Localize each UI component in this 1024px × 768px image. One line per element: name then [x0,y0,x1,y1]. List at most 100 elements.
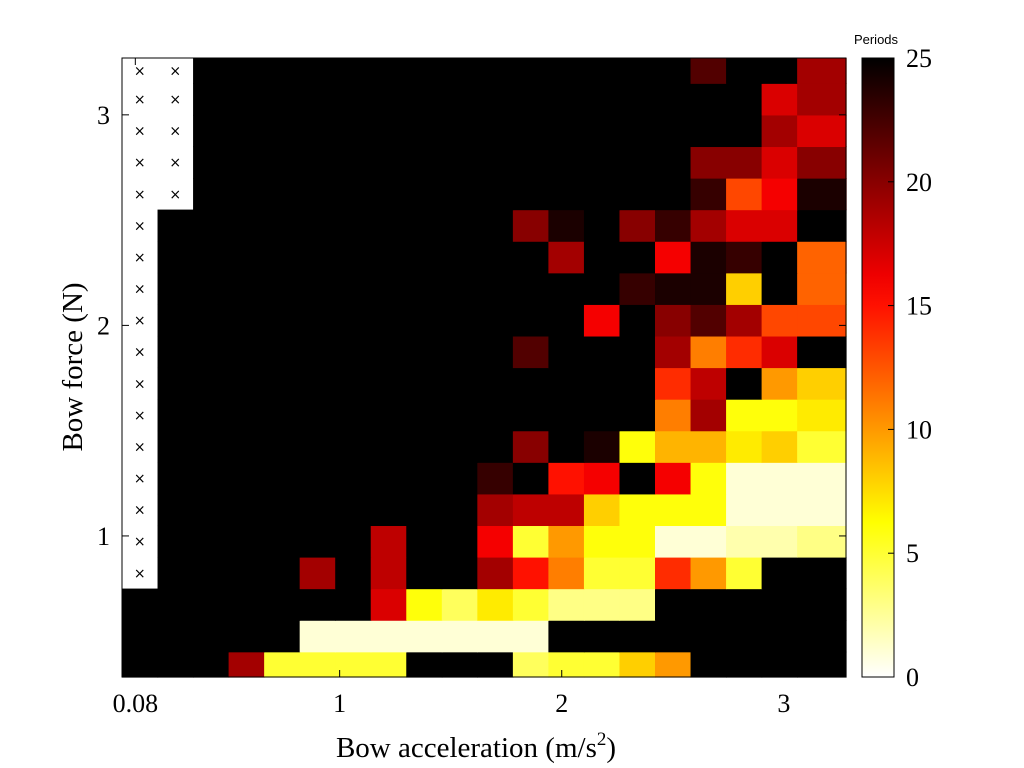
heatmap-cell [299,620,336,653]
heatmap-cell [441,272,478,305]
heatmap-cell [797,651,847,678]
heatmap-cell [797,620,847,653]
heatmap-cell [264,304,301,337]
heatmap-cell [761,651,798,678]
heatmap-cell [193,620,230,653]
heatmap-cell [157,430,194,463]
heatmap-cell [690,83,727,116]
heatmap-cell [761,83,798,116]
heatmap-cell [477,146,514,179]
heatmap-cell [761,556,798,590]
heatmap-cell [690,430,727,463]
heatmap-cell [406,588,443,621]
heatmap-cell [370,367,407,400]
heatmap-cell [761,178,798,211]
x-tick-label: 1 [333,689,346,718]
heatmap-cell [441,83,478,116]
heatmap-cell [370,241,407,274]
heatmap-cell [228,241,265,274]
heatmap-cell [370,209,407,242]
no-data-marker: × [134,439,146,455]
no-data-marker: × [134,92,146,108]
heatmap-cell [619,241,656,274]
heatmap-cell [690,58,727,84]
heatmap-cell [726,367,763,400]
heatmap-cell [726,304,763,337]
heatmap-cell [441,335,478,369]
heatmap-cell [335,209,372,242]
heatmap-cell [761,304,798,337]
heatmap-cell [655,209,692,242]
colorbar-tick-label: 25 [906,44,932,73]
heatmap-cell [797,493,847,527]
heatmap-cell [583,241,621,274]
heatmap-cell [299,525,336,558]
heatmap-cell [441,58,478,84]
heatmap-cell [441,430,478,463]
heatmap-cell [655,114,692,148]
heatmap-cell [548,335,585,369]
heatmap-cell [477,241,514,274]
colorbar-gradient [861,57,895,678]
x-tick-label: 3 [777,689,790,718]
heatmap-cell [797,304,847,337]
heatmap-cell [797,367,847,400]
heatmap-cell [299,335,336,369]
heatmap-cell [761,525,798,558]
x-tick-label: 0.08 [113,689,159,718]
heatmap-cell [228,430,265,463]
heatmap-cell [157,525,194,558]
heatmap-cell [797,430,847,463]
heatmap-cell [193,588,230,621]
heatmap-cell [264,146,301,179]
heatmap-cell [655,58,692,84]
heatmap-cell [264,83,301,116]
heatmap-cell [512,58,550,84]
heatmap-cell [512,462,550,495]
heatmap-cell [690,462,727,495]
colorbar: 0 5 10 15 20 25 Periods [854,32,932,692]
heatmap-cell [548,588,585,621]
no-data-marker: × [134,282,146,298]
heatmap-cell [726,525,763,558]
heatmap-cell [548,493,585,527]
heatmap-cell [619,272,656,305]
heatmap-cell [797,58,847,84]
heatmap-cell [157,367,194,400]
heatmap-cell [690,241,727,274]
heatmap-cell [726,556,763,590]
heatmap-cell [264,178,301,211]
heatmap-cell [370,146,407,179]
heatmap-cell [370,430,407,463]
heatmap-cell [406,399,443,432]
heatmap-cell [406,241,443,274]
x-tick-label: 2 [555,689,568,718]
heatmap-cell [193,272,230,305]
heatmap-cell [619,367,656,400]
heatmap-cell [370,272,407,305]
heatmap-cell [370,114,407,148]
heatmap-cell [157,651,194,678]
heatmap-cell [548,525,585,558]
heatmap-cell [690,493,727,527]
heatmap-cell [441,146,478,179]
heatmap-cell [655,651,692,678]
heatmap-cell [299,430,336,463]
heatmap-cell [690,525,727,558]
heatmap-cell [193,83,230,116]
heatmap-cell [761,367,798,400]
heatmap-cell [157,462,194,495]
heatmap-cell [299,241,336,274]
heatmap-cell [761,335,798,369]
heatmap-cell [299,399,336,432]
heatmap-cell [406,525,443,558]
heatmap-cell [370,462,407,495]
heatmap-cell [335,335,372,369]
heatmap-cell [157,209,194,242]
heatmap-cell [583,335,621,369]
heatmap-cell [370,178,407,211]
heatmap-cell [299,146,336,179]
no-data-marker: × [134,250,146,266]
heatmap-cell [157,304,194,337]
heatmap-cell [406,620,443,653]
